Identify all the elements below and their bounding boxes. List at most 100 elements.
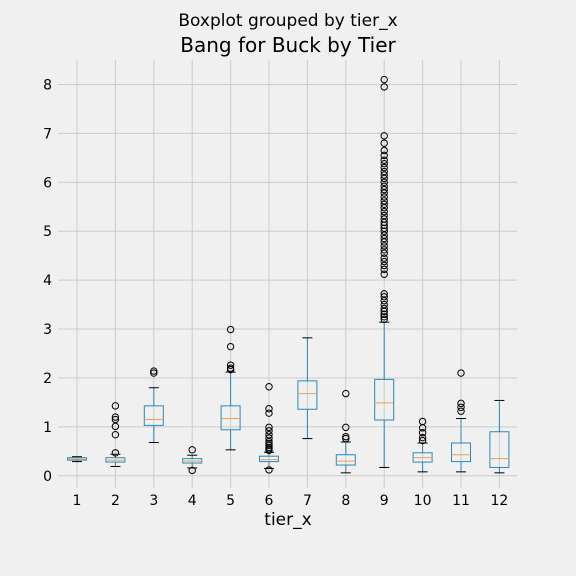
flier-9-20: [380, 227, 388, 235]
flier-6-7: [265, 434, 273, 442]
box-group-11: [451, 369, 471, 473]
x-tick-label-6: 6: [265, 493, 274, 509]
flier-9-45: [380, 83, 388, 91]
x-tick-label-9: 9: [380, 493, 389, 509]
flier-9-41: [380, 151, 388, 160]
grid-lines: [58, 60, 517, 488]
flier-9-25: [380, 211, 388, 220]
flier-2-1: [111, 430, 120, 439]
flier-9-5: [380, 300, 388, 309]
x-tick-label-5: 5: [226, 493, 235, 509]
box-group-3: [143, 367, 164, 444]
flier-9-46: [380, 75, 388, 84]
flier-10-4: [418, 417, 427, 426]
box-group-1: [67, 456, 87, 463]
box-group-10: [412, 417, 433, 473]
box-group-12: [489, 399, 510, 474]
box-group-4: [182, 446, 203, 475]
flier-9-29: [380, 197, 388, 205]
box-iqr-9: [374, 378, 395, 421]
box-iqr-8: [335, 454, 356, 466]
flier-9-37: [380, 167, 388, 176]
flier-11-3: [457, 369, 465, 377]
flier-6-3: [265, 443, 273, 452]
x-tick-label-11: 11: [452, 493, 470, 509]
box-iqr-6: [259, 455, 279, 463]
flier-9-30: [380, 193, 388, 201]
y-tick-label-8: 8: [43, 77, 52, 93]
flier-8-1: [342, 432, 350, 441]
flier-9-38: [380, 163, 388, 172]
flier-6-11: [265, 409, 273, 417]
flier-9-39: [380, 159, 388, 168]
box-iqr-7: [297, 380, 318, 410]
flier-3-0: [150, 369, 158, 377]
y-tick-label-0: 0: [43, 469, 52, 485]
flier-9-0: [380, 315, 388, 323]
y-tick-label-4: 4: [43, 273, 52, 289]
y-tick-label-5: 5: [43, 224, 52, 240]
flier-5-2: [226, 361, 235, 369]
plot-area: [58, 60, 517, 488]
chart-title: Bang for Buck by Tier: [180, 33, 396, 57]
box-group-5: [220, 325, 241, 451]
x-tick-label-8: 8: [341, 493, 350, 509]
flier-9-4: [380, 304, 388, 313]
y-tick-label-7: 7: [43, 126, 52, 142]
flier-9-40: [380, 156, 388, 164]
flier-9-34: [380, 178, 388, 186]
flier-9-18: [380, 234, 388, 243]
flier-5-1: [226, 364, 235, 372]
flier-10-2: [418, 429, 427, 437]
box-group-7: [297, 337, 318, 440]
flier-9-44: [380, 132, 388, 140]
x-tick-label-3: 3: [149, 493, 158, 509]
box-iqr-5: [220, 405, 241, 431]
flier-9-21: [380, 224, 388, 232]
flier-6-5: [265, 439, 273, 448]
box-iqr-3: [143, 405, 164, 426]
x-tick-label-10: 10: [414, 493, 432, 509]
box-group-8: [335, 389, 356, 474]
flier-11-0: [457, 407, 465, 415]
flier-6-8: [265, 430, 273, 439]
y-tick-label-3: 3: [43, 322, 52, 338]
flier-10-1: [418, 433, 427, 442]
flier-9-28: [380, 200, 388, 208]
box-group-6: [259, 383, 279, 474]
flier-5-4: [226, 325, 235, 334]
box-group-9: [374, 75, 395, 468]
x-axis-label: tier_x: [264, 510, 311, 530]
flier-6-13: [265, 383, 273, 391]
flier-9-43: [380, 139, 388, 147]
y-axis-ticks: 0 1 2 3 4 5 6 7 8: [43, 77, 52, 484]
y-tick-label-1: 1: [43, 420, 52, 436]
flier-6-0: [265, 466, 273, 474]
flier-9-42: [380, 146, 388, 155]
x-tick-label-2: 2: [111, 493, 120, 509]
flier-4-1: [188, 446, 196, 454]
box-iqr-11: [451, 442, 471, 463]
x-tick-label-4: 4: [188, 493, 197, 509]
x-tick-label-7: 7: [303, 493, 312, 509]
flier-9-14: [380, 249, 388, 257]
flier-9-9: [380, 270, 388, 278]
box-group-2: [105, 402, 126, 467]
flier-2-5: [111, 402, 120, 410]
flier-3-1: [150, 367, 158, 375]
flier-9-2: [380, 310, 388, 319]
chart-suptitle: Boxplot grouped by tier_x: [178, 11, 397, 31]
flier-9-16: [380, 242, 388, 250]
flier-9-12: [380, 257, 388, 266]
flier-4-0: [188, 466, 196, 475]
flier-2-3: [111, 415, 120, 424]
y-tick-label-6: 6: [43, 175, 52, 191]
flier-9-33: [380, 182, 388, 190]
flier-6-4: [265, 441, 273, 450]
flier-5-3: [226, 342, 235, 351]
x-tick-label-1: 1: [73, 493, 82, 509]
flier-9-8: [380, 290, 388, 298]
flier-9-7: [380, 293, 388, 301]
y-tick-label-2: 2: [43, 371, 52, 387]
